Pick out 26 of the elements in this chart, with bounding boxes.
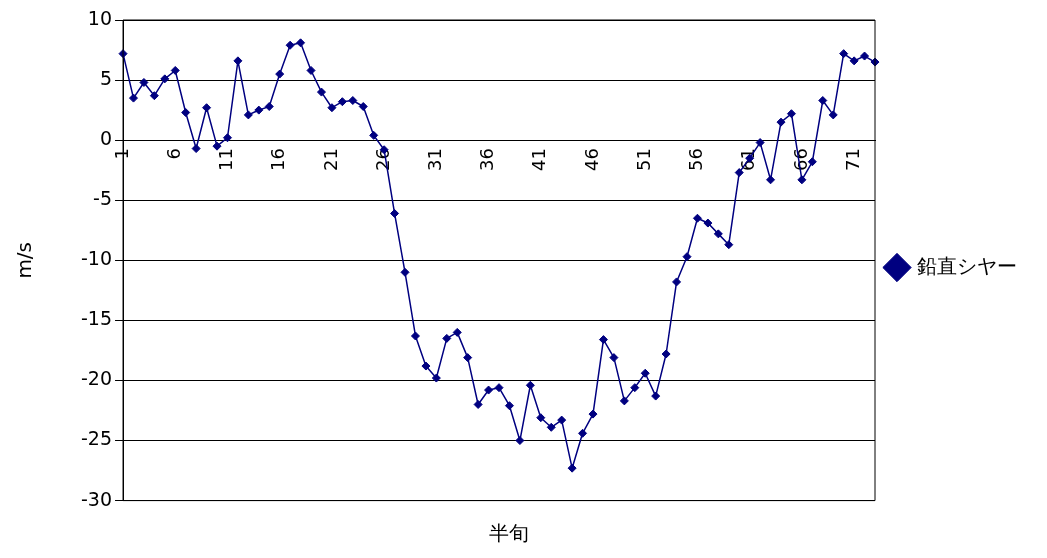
y-tick-label: -10 xyxy=(80,247,113,270)
x-tick-label: 41 xyxy=(528,148,550,172)
y-tick-label: 10 xyxy=(87,6,113,29)
y-axis-title: m/s xyxy=(12,241,37,279)
x-tick-label: 46 xyxy=(580,148,602,172)
y-tick-label: -20 xyxy=(80,367,113,390)
x-tick-label: 56 xyxy=(685,148,707,172)
y-tick-label: 0 xyxy=(99,127,113,150)
y-tick-label: -5 xyxy=(93,187,113,210)
x-tick-label: 66 xyxy=(789,148,811,172)
x-tick-label: 16 xyxy=(267,148,289,172)
x-tick-label: 11 xyxy=(215,148,237,172)
x-tick-label: 51 xyxy=(632,148,654,172)
x-tick-label: 36 xyxy=(476,148,498,172)
y-tick-label: 5 xyxy=(99,67,113,90)
x-tick-label: 21 xyxy=(319,148,341,172)
y-tick-label: -30 xyxy=(80,487,113,510)
x-tick-label: 6 xyxy=(162,148,184,160)
y-tick-label: -15 xyxy=(80,307,113,330)
x-tick-label: 71 xyxy=(841,148,863,172)
legend-label: 鉛直シヤー xyxy=(917,253,1017,278)
y-tick-label: -25 xyxy=(80,427,113,450)
x-tick-label: 31 xyxy=(424,148,446,172)
x-tick-label: 1 xyxy=(110,148,132,160)
x-tick-label: 61 xyxy=(737,148,759,172)
x-axis-title: 半旬 xyxy=(488,520,530,547)
